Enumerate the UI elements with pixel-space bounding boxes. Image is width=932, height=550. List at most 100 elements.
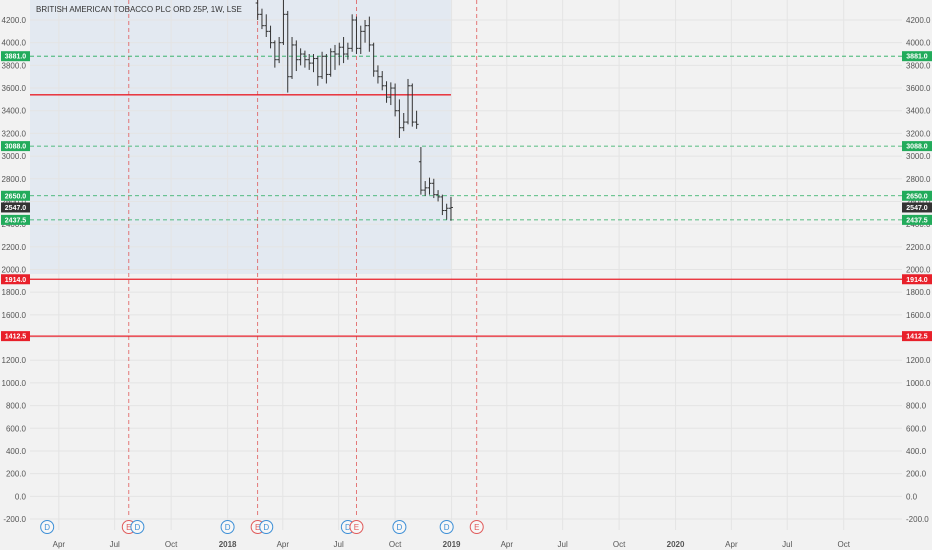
- level-tag-left: 2437.5: [5, 217, 27, 224]
- y-tick-label-left: 2000.0: [2, 266, 27, 275]
- level-tag-right-bg: [902, 214, 932, 225]
- dividend-marker[interactable]: [392, 520, 407, 534]
- y-tick-label-left: 200.0: [6, 470, 27, 479]
- level-tag-right-bg: [902, 141, 932, 152]
- y-tick-label-right: 800.0: [906, 402, 927, 411]
- ohlc-bar: [397, 99, 402, 138]
- event-marker-label: D: [397, 523, 403, 532]
- ohlc-bar: [380, 71, 385, 91]
- y-tick-label-left: -200.0: [3, 515, 26, 524]
- ohlc-bar: [414, 110, 419, 129]
- y-tick-label-right: 600.0: [906, 424, 927, 433]
- event-marker-label: D: [444, 523, 450, 532]
- ohlc-bar: [337, 42, 342, 66]
- y-tick-label-right: 2800.0: [906, 175, 931, 184]
- level-tag-right: 1412.5: [906, 334, 928, 341]
- dividend-marker[interactable]: [130, 520, 145, 534]
- ohlc-bar: [332, 44, 337, 70]
- y-tick-label-left: 600.0: [6, 424, 27, 433]
- event-marker-label: D: [345, 523, 351, 532]
- x-tick-label: 2020: [667, 540, 685, 549]
- y-tick-label-right: 1000.0: [906, 379, 931, 388]
- dividend-marker[interactable]: [220, 520, 235, 534]
- ohlc-bar: [294, 40, 299, 72]
- y-tick-label-left: 400.0: [6, 447, 27, 456]
- ohlc-bar: [367, 16, 372, 52]
- x-tick-label: 2018: [219, 540, 237, 549]
- x-tick-label: Oct: [837, 540, 850, 549]
- x-tick-label: Apr: [277, 540, 290, 549]
- y-tick-label-right: 3800.0: [906, 61, 931, 70]
- ohlc-bar: [406, 78, 411, 125]
- level-tag-left: 1412.5: [5, 334, 27, 341]
- event-marker-label: D: [44, 523, 50, 532]
- y-tick-label-right: 4200.0: [906, 16, 931, 25]
- ohlc-bar: [285, 10, 290, 93]
- y-tick-label-right: 2200.0: [906, 243, 931, 252]
- dividend-marker[interactable]: [259, 520, 274, 534]
- y-tick-label-left: 3400.0: [2, 107, 27, 116]
- x-tick-label: Apr: [53, 540, 66, 549]
- ohlc-bar: [375, 65, 380, 84]
- y-tick-label-right: 2600.0: [906, 197, 931, 206]
- x-tick-label: Jul: [334, 540, 344, 549]
- dividend-marker[interactable]: [439, 520, 454, 534]
- level-tag-left-bg: [1, 190, 30, 201]
- x-tick-label: Jul: [782, 540, 792, 549]
- x-tick-label: Apr: [725, 540, 738, 549]
- ohlc-bar: [384, 81, 389, 103]
- y-tick-label-left: 1000.0: [2, 379, 27, 388]
- x-tick-label: Apr: [501, 540, 514, 549]
- event-marker-label: D: [263, 523, 269, 532]
- event-marker-label: E: [255, 523, 260, 532]
- shaded-region: [30, 0, 451, 275]
- earnings-marker[interactable]: [469, 520, 484, 534]
- ohlc-bar: [328, 48, 333, 77]
- ohlc-bar: [436, 190, 441, 202]
- y-tick-label-left: 3200.0: [2, 129, 27, 138]
- ohlc-bar: [277, 37, 282, 64]
- level-tag-right-bg: [902, 331, 932, 342]
- ohlc-bar: [401, 112, 406, 132]
- dividend-marker[interactable]: [40, 520, 55, 534]
- ohlc-bar: [255, 0, 260, 20]
- x-tick-label: Oct: [613, 540, 626, 549]
- level-tag-left: 1914.0: [5, 277, 27, 284]
- y-tick-label-left: 0.0: [15, 492, 27, 501]
- ohlc-bar: [354, 16, 359, 55]
- ohlc-bar: [298, 48, 303, 66]
- y-tick-label-left: 4200.0: [2, 16, 27, 25]
- level-tag-right: 1914.0: [906, 277, 928, 284]
- level-tag-left-bg: [1, 331, 30, 342]
- level-tag-right-bg: [902, 51, 932, 62]
- chart-title: BRITISH AMERICAN TOBACCO PLC ORD 25P, 1W…: [36, 5, 242, 14]
- event-marker-label: E: [474, 523, 479, 532]
- y-tick-label-right: 1200.0: [906, 356, 931, 365]
- ohlc-bar: [423, 181, 428, 196]
- earnings-marker[interactable]: [349, 520, 364, 534]
- y-tick-label-left: 1800.0: [2, 288, 27, 297]
- level-tag-right: 2437.5: [906, 217, 928, 224]
- y-tick-label-left: 3800.0: [2, 61, 27, 70]
- level-tag-left-bg: [1, 141, 30, 152]
- level-tag-left: 3881.0: [5, 54, 27, 61]
- ohlc-bar: [388, 82, 393, 106]
- level-tag-left: 3088.0: [5, 144, 27, 151]
- ohlc-bar: [427, 177, 432, 195]
- ohlc-bar: [264, 14, 269, 38]
- y-tick-label-right: 4000.0: [906, 39, 931, 48]
- last-price-tag-left: 2547.0: [5, 205, 27, 212]
- y-tick-label-right: 1800.0: [906, 288, 931, 297]
- ohlc-bar: [363, 20, 368, 43]
- x-tick-label: Oct: [389, 540, 402, 549]
- y-tick-label-left: 800.0: [6, 402, 27, 411]
- last-price-tag-right-bg: [902, 202, 932, 213]
- ohlc-bar: [281, 0, 286, 45]
- y-tick-label-right: 3600.0: [906, 84, 931, 93]
- ohlc-bar: [350, 14, 355, 52]
- y-tick-label-left: 1600.0: [2, 311, 27, 320]
- x-tick-label: Oct: [165, 540, 178, 549]
- level-tag-right: 3881.0: [906, 54, 928, 61]
